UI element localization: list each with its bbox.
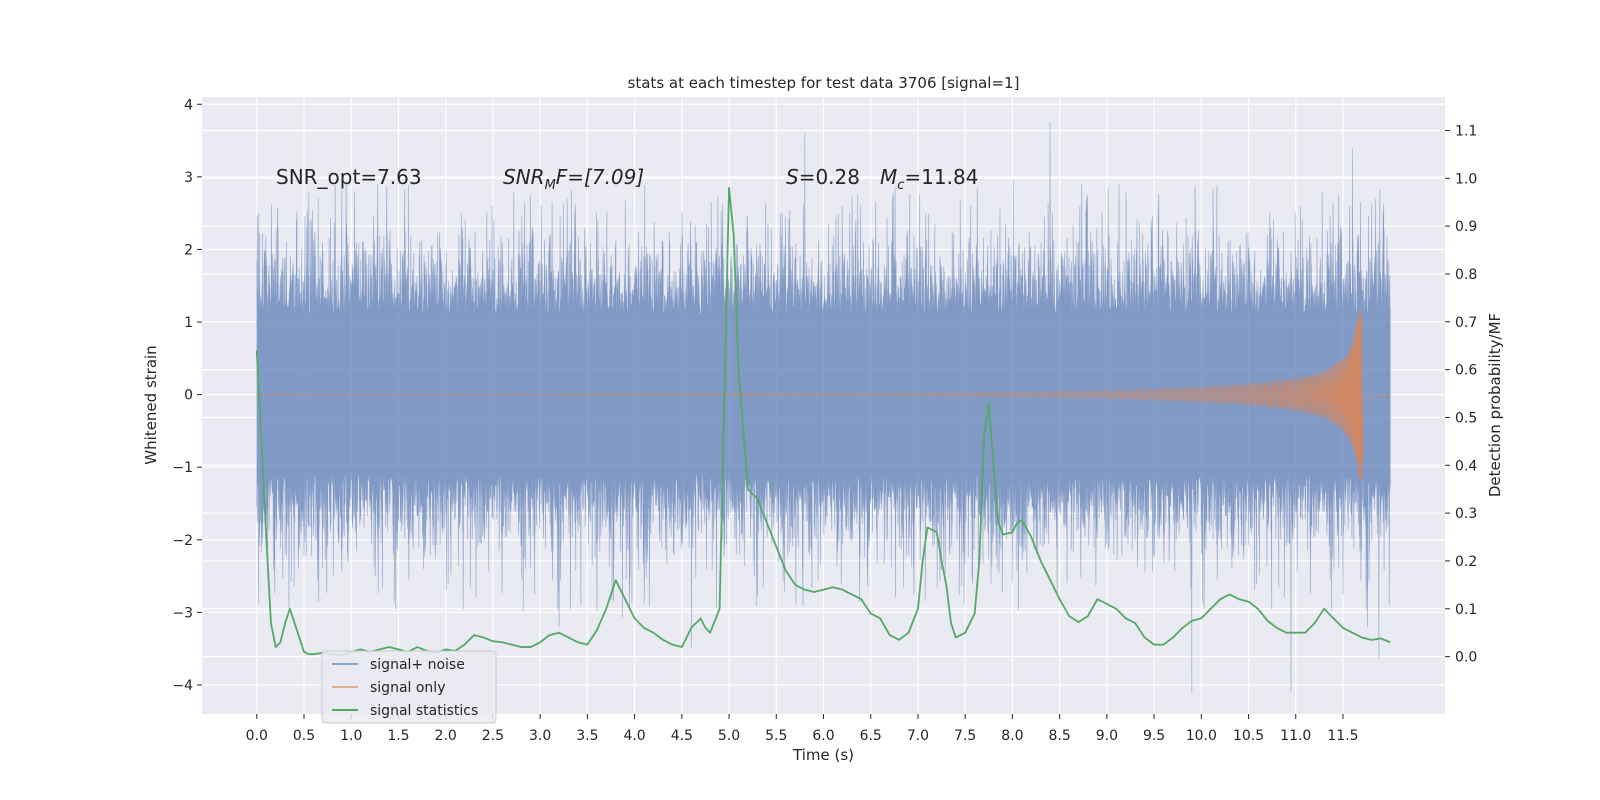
annotation-mc: Mc=11.84 [880, 165, 978, 193]
x-tick-label: 10.0 [1186, 728, 1217, 744]
y-right-tick-label: 0.9 [1455, 219, 1477, 235]
x-tick-label: 4.5 [671, 728, 693, 744]
x-tick-label: 11.5 [1327, 728, 1358, 744]
x-tick-label: 9.0 [1096, 728, 1118, 744]
x-tick-label: 8.0 [1001, 728, 1023, 744]
y-right-tick-label: 0.5 [1455, 410, 1477, 426]
y-tick-label: −4 [172, 678, 193, 694]
axes: 0.0 0.5 1.0 1.5 2.0 2.5 3.0 3.5 4.0 4.5 5.0 5.5 6.0 6… [172, 97, 1477, 744]
y-tick-label: −3 [172, 605, 193, 621]
x-tick-label: 7.0 [907, 728, 929, 744]
y-tick-label: 1 [184, 315, 193, 331]
y-right-tick-label: 0.7 [1455, 315, 1477, 331]
y-right-tick-label: 0.3 [1455, 506, 1477, 522]
y-right-tick-label: 0.1 [1455, 602, 1477, 618]
x-axis-label: Time (s) [792, 746, 854, 764]
legend-item-signal-only: signal only [370, 680, 445, 696]
y-axis-label-right: Detection probability/MF [1486, 313, 1504, 497]
x-tick-label: 7.5 [954, 728, 976, 744]
x-tick-label: 8.5 [1048, 728, 1070, 744]
x-tick-label: 3.0 [529, 728, 551, 744]
x-tick-label: 11.0 [1280, 728, 1311, 744]
x-tick-label: 6.0 [812, 728, 834, 744]
y-tick-label: 4 [184, 97, 193, 113]
y-tick-label: 3 [184, 170, 193, 186]
x-tick-label: 5.5 [765, 728, 787, 744]
y-tick-label: 0 [184, 388, 193, 404]
series-signal-statistics [255, 186, 1391, 657]
x-tick-label: 5.0 [718, 728, 740, 744]
x-tick-label: 0.5 [293, 728, 315, 744]
y-axis-label: Whitened strain [142, 345, 160, 464]
legend: signal+ noise signal only signal statist… [321, 650, 497, 724]
x-tick-label: 10.5 [1233, 728, 1264, 744]
y-right-tick-label: 0.0 [1455, 650, 1477, 666]
x-tick-label: 1.5 [387, 728, 409, 744]
y-tick-label: −2 [172, 533, 193, 549]
x-tick-label: 9.5 [1143, 728, 1165, 744]
y-right-tick-label: 0.8 [1455, 267, 1477, 283]
annotation-snr-opt: SNR_opt=7.63 [276, 165, 422, 189]
chart-title: stats at each timestep for test data 370… [628, 74, 1020, 92]
legend-item-signal-statistics: signal statistics [370, 703, 478, 719]
y-right-tick-label: 1.0 [1455, 171, 1477, 187]
x-tick-label: 2.0 [435, 728, 457, 744]
y-tick-label: −1 [172, 460, 193, 476]
signal-only-line [256, 310, 1391, 480]
legend-box [321, 650, 497, 724]
annotation-snr-mf: SNRMF=[7.09] [503, 165, 644, 193]
series-signal-only [256, 310, 1391, 480]
x-tick-label: 2.5 [482, 728, 504, 744]
annotation-s: S=0.28 [786, 165, 860, 189]
x-tick-label: 3.5 [576, 728, 598, 744]
x-tick-label: 1.0 [340, 728, 362, 744]
legend-item-signal-plus-noise: signal+ noise [370, 657, 465, 673]
y-tick-label: 2 [184, 242, 193, 258]
x-tick-label: 6.5 [860, 728, 882, 744]
y-right-tick-label: 1.1 [1455, 123, 1477, 139]
y-right-tick-label: 0.2 [1455, 554, 1477, 570]
noise-band [256, 122, 1391, 693]
y-right-tick-label: 0.4 [1455, 458, 1477, 474]
y-right-tick-label: 0.6 [1455, 363, 1477, 379]
signal-statistics-line [255, 186, 1391, 657]
x-tick-label: 0.0 [246, 728, 268, 744]
x-tick-label: 4.0 [623, 728, 645, 744]
